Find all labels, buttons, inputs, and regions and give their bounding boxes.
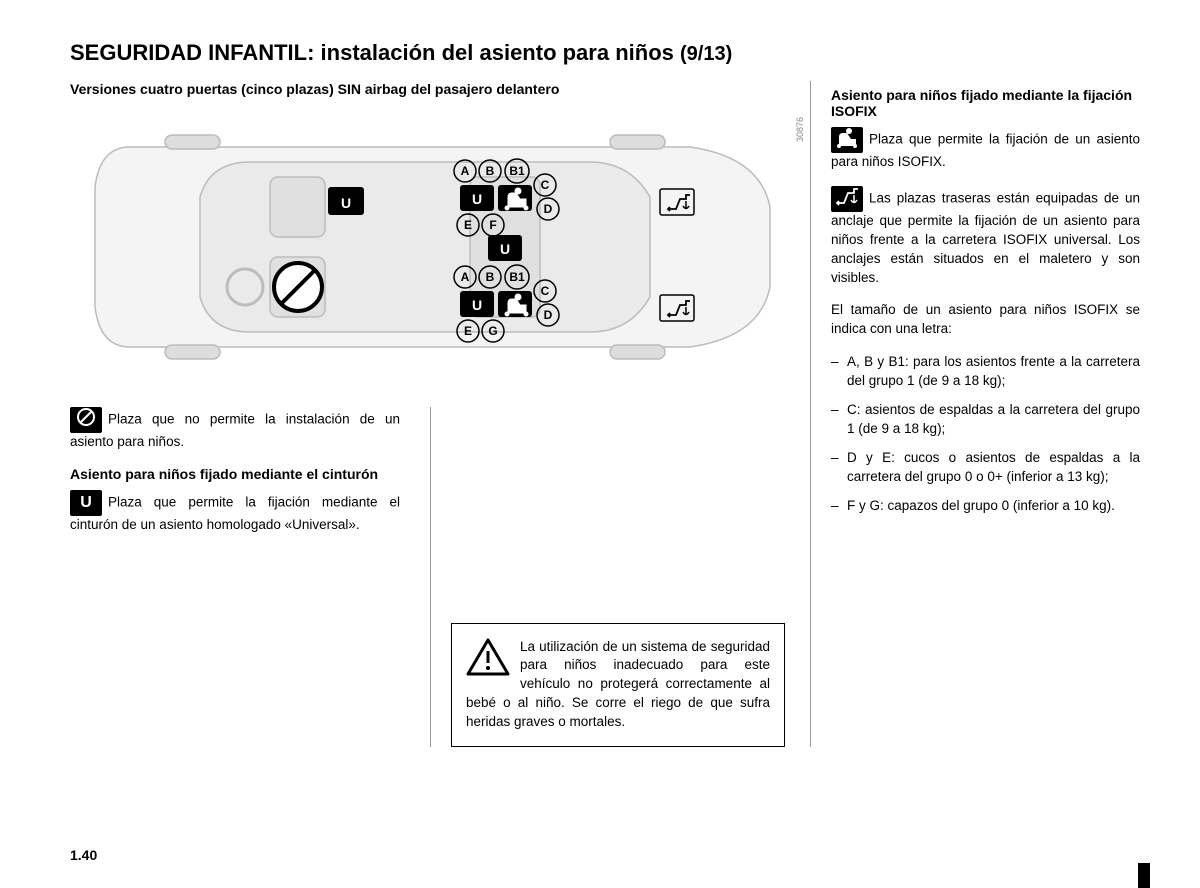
size-intro: El tamaño de un asiento para niños ISOFI… xyxy=(831,301,1140,339)
anchor-text: Las plazas traseras están equipadas de u… xyxy=(831,190,1140,284)
isofix-seat-icon xyxy=(831,127,863,153)
svg-text:D: D xyxy=(544,202,553,216)
svg-text:A: A xyxy=(461,270,470,284)
rear-center-u: U xyxy=(488,235,522,261)
svg-text:B1: B1 xyxy=(509,270,525,284)
warning-column: La utilización de un sistema de segurida… xyxy=(430,407,790,747)
anchor-icon xyxy=(831,186,863,212)
right-column: Asiento para niños fijado mediante la fi… xyxy=(810,81,1140,747)
left-column: Versiones cuatro puertas (cinco plazas) … xyxy=(70,81,790,747)
isofix-heading: Asiento para niños fijado mediante la fi… xyxy=(831,87,1140,119)
svg-text:D: D xyxy=(544,308,553,322)
car-svg: U A B B1 C D xyxy=(70,107,790,387)
svg-text:B1: B1 xyxy=(509,164,525,178)
anchor-para: Las plazas traseras están equipadas de u… xyxy=(831,186,1140,288)
warning-box: La utilización de un sistema de segurida… xyxy=(451,623,785,747)
list-item: F y G: capazos del grupo 0 (inferior a 1… xyxy=(831,497,1140,516)
svg-text:E: E xyxy=(464,324,472,338)
list-item: A, B y B1: para los asientos frente a la… xyxy=(831,353,1140,391)
svg-text:B: B xyxy=(486,270,495,284)
svg-text:C: C xyxy=(541,284,550,298)
svg-text:U: U xyxy=(500,241,510,257)
subtitle: Versiones cuatro puertas (cinco plazas) … xyxy=(70,81,790,97)
svg-text:U: U xyxy=(341,195,351,211)
universal-para: UPlaza que permite la fijación mediante … xyxy=(70,490,400,535)
prohibit-symbol xyxy=(274,263,322,311)
u-icon: U xyxy=(70,490,102,516)
car-diagram: 30876 xyxy=(70,107,790,387)
isofix-seat-para: Plaza que permite la fijación de un asie… xyxy=(831,127,1140,172)
svg-text:U: U xyxy=(472,191,482,207)
legend-column: Plaza que no permite la instalación de u… xyxy=(70,407,410,747)
prohibit-text: Plaza que no permite la instalación de u… xyxy=(70,412,400,449)
content-columns: Versiones cuatro puertas (cinco plazas) … xyxy=(70,81,1150,747)
svg-text:C: C xyxy=(541,178,550,192)
warning-text: La utilización de un sistema de segurida… xyxy=(466,639,770,730)
corner-mark xyxy=(1138,863,1150,888)
left-lower-columns: Plaza que no permite la instalación de u… xyxy=(70,407,790,747)
svg-text:B: B xyxy=(486,164,495,178)
isofix-sizes-list: A, B y B1: para los asientos frente a la… xyxy=(831,353,1140,515)
universal-text: Plaza que permite la fijación mediante e… xyxy=(70,494,400,531)
isofix-seat-text: Plaza que permite la fijación de un asie… xyxy=(831,132,1140,169)
page-number: 1.40 xyxy=(70,847,97,863)
svg-text:F: F xyxy=(489,218,496,232)
prohibit-para: Plaza que no permite la instalación de u… xyxy=(70,407,400,452)
list-item: D y E: cucos o asientos de espaldas a la… xyxy=(831,449,1140,487)
svg-text:E: E xyxy=(464,218,472,232)
svg-text:U: U xyxy=(472,297,482,313)
belt-heading: Asiento para niños fijado mediante el ci… xyxy=(70,466,400,482)
warning-icon xyxy=(466,638,510,678)
prohibit-icon xyxy=(70,407,102,433)
svg-text:G: G xyxy=(488,324,497,338)
title-main: SEGURIDAD INFANTIL: instalación del asie… xyxy=(70,40,674,65)
front-passenger-u: U xyxy=(328,187,364,215)
svg-text:A: A xyxy=(461,164,470,178)
title-part: (9/13) xyxy=(680,43,732,65)
list-item: C: asientos de espaldas a la carretera d… xyxy=(831,401,1140,439)
diagram-code: 30876 xyxy=(795,117,805,142)
page-title: SEGURIDAD INFANTIL: instalación del asie… xyxy=(70,40,1150,66)
